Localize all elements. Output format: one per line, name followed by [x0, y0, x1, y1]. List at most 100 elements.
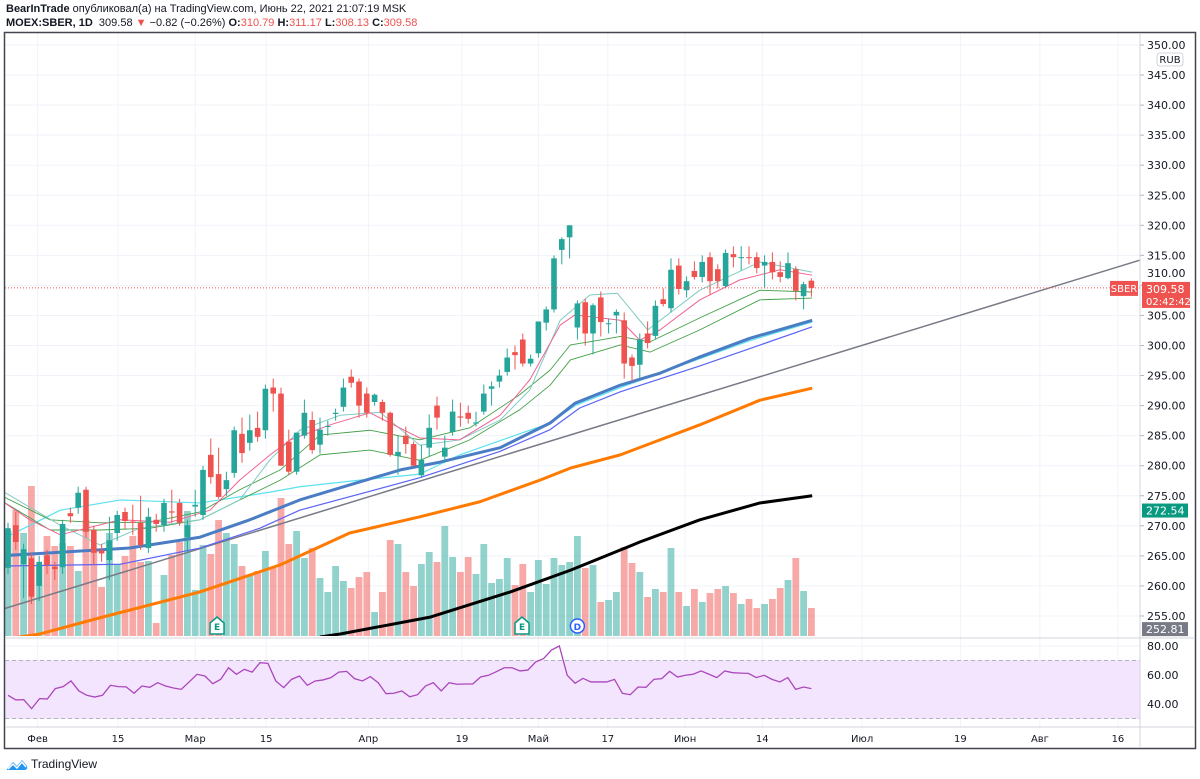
- candle-body: [605, 323, 612, 325]
- volume-bar: [737, 604, 745, 636]
- volume-bar: [441, 526, 449, 636]
- volume-bar: [784, 580, 792, 636]
- brand-name: TradingView: [31, 757, 98, 771]
- price-tick-label: 300.00: [1147, 340, 1186, 353]
- author-name[interactable]: BearInTrade: [6, 3, 70, 15]
- volume-bar: [511, 585, 519, 636]
- candle-body: [176, 502, 183, 523]
- volume-bar: [379, 592, 386, 636]
- volume-bar: [628, 563, 636, 636]
- candle-body: [676, 265, 682, 290]
- candle-body: [566, 225, 573, 238]
- candle-body: [309, 420, 315, 451]
- volume-bar: [698, 602, 706, 636]
- volume-bar: [480, 544, 488, 636]
- candle-body: [785, 263, 791, 279]
- price-tick-label: 305.00: [1147, 309, 1186, 322]
- volume-bar: [371, 612, 378, 636]
- candle-body: [379, 401, 386, 413]
- volume-bar: [589, 565, 597, 636]
- candle-body: [738, 257, 744, 259]
- candle-body: [769, 261, 776, 273]
- candle-body: [114, 514, 120, 534]
- volume-bar: [137, 562, 144, 636]
- candle-body: [652, 305, 659, 336]
- candle-body: [559, 239, 565, 250]
- volume-bar: [5, 531, 12, 636]
- candle-body: [410, 444, 417, 466]
- time-tick-label: Мар: [185, 734, 206, 745]
- price-tick-label: 285.00: [1147, 430, 1186, 443]
- candle-body: [418, 459, 425, 476]
- volume-bar: [238, 566, 246, 636]
- volume-bar: [316, 578, 324, 636]
- candle-body: [730, 254, 737, 258]
- volume-bar: [620, 547, 628, 636]
- volume-bar: [566, 562, 573, 636]
- candle-body: [169, 511, 175, 513]
- candle-body: [325, 426, 331, 428]
- time-tick-label: Апр: [358, 734, 378, 745]
- volume-bar: [254, 571, 261, 636]
- volume-bar: [433, 562, 441, 636]
- candle-body: [707, 257, 713, 282]
- volume-bar: [808, 608, 815, 636]
- candle-body: [293, 432, 300, 472]
- volume-bar: [472, 574, 480, 636]
- price-tick-label: 315.00: [1147, 249, 1186, 262]
- volume-bar: [457, 572, 464, 636]
- time-tick-label: Май: [528, 734, 549, 745]
- symbol-name[interactable]: MOEX:SBER, 1D: [6, 17, 93, 29]
- candle-body: [660, 299, 666, 305]
- candle-body: [270, 387, 276, 394]
- volume-bar: [605, 600, 612, 636]
- volume-bar: [792, 558, 800, 636]
- candle-body: [262, 388, 269, 431]
- open-label: O:: [228, 17, 241, 29]
- ma-value-label-gray: 252.81: [1146, 623, 1185, 636]
- volume-bar: [246, 576, 254, 636]
- time-tick-label: 15: [112, 734, 125, 745]
- candle-body: [800, 284, 807, 297]
- open-value: 310.79: [240, 17, 275, 29]
- axes: 350.00 345.00 340.00 335.00 330.00 325.00 320.…: [27, 39, 1191, 745]
- candle-body: [67, 513, 74, 517]
- currency-badge: [1156, 52, 1184, 67]
- time-tick-label: Июл: [851, 734, 873, 745]
- volume-bar: [106, 533, 113, 636]
- volume-bar: [644, 597, 651, 636]
- candle-body: [106, 540, 113, 561]
- volume-bar: [745, 599, 753, 636]
- symbol-legend: MOEX:SBER, 1D 309.58 ▼ −0.82 (−0.26%) O:…: [6, 17, 417, 29]
- price-tick-label: 340.00: [1147, 99, 1186, 112]
- price-tick-label: 280.00: [1147, 460, 1186, 473]
- candle-body: [481, 393, 487, 412]
- candle-body: [278, 393, 284, 466]
- volume-bar: [43, 536, 51, 636]
- candle-body: [28, 558, 35, 597]
- candle-body: [629, 357, 635, 366]
- volume-bar: [503, 558, 511, 636]
- time-tick-label: 19: [954, 734, 967, 745]
- candle-body: [254, 427, 261, 437]
- candle-body: [574, 303, 581, 328]
- candle-body: [512, 352, 518, 356]
- rsi-tick-label: 60.00: [1147, 669, 1179, 682]
- candle-body: [36, 561, 42, 586]
- candle-body: [722, 252, 729, 287]
- close-value: 309.58: [383, 17, 418, 29]
- volume-bar: [581, 568, 589, 636]
- candle-body: [808, 280, 815, 288]
- volume-bar: [12, 510, 20, 636]
- volume-bar: [558, 565, 566, 636]
- volume-bar: [722, 586, 729, 636]
- moving-average-line: [5, 326, 813, 567]
- candle-body: [442, 447, 448, 457]
- candle-body: [348, 376, 354, 383]
- candle-body: [83, 489, 89, 532]
- volume-bar: [285, 544, 293, 636]
- close-label: C:: [372, 17, 384, 29]
- footer-brand[interactable]: TradingView: [6, 757, 97, 771]
